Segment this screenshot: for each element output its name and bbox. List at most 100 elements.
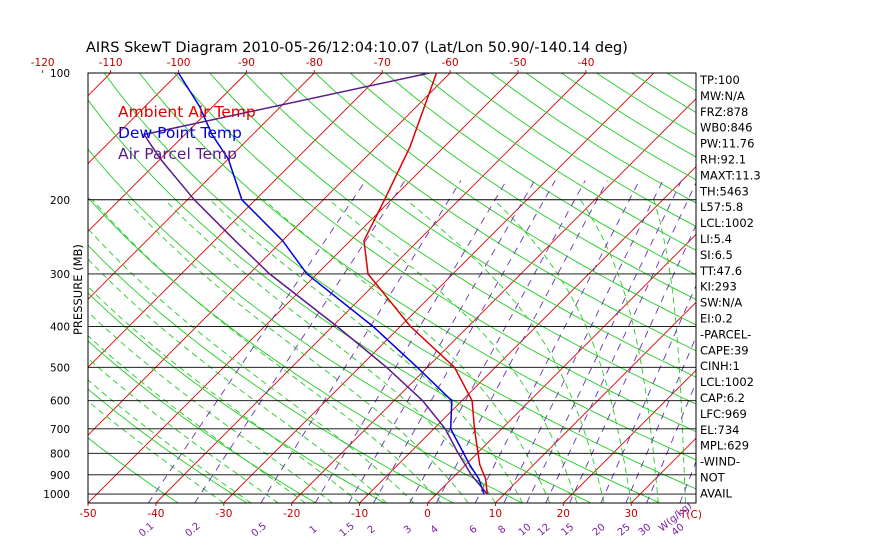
isotherm-line xyxy=(427,233,696,503)
isotherm-line xyxy=(767,73,870,503)
temperature-unit-label: T(C) xyxy=(679,509,702,521)
bottom-tick-label: 10 xyxy=(489,508,502,520)
dry-adiabat-line xyxy=(525,73,696,181)
dry-adiabat-line xyxy=(88,340,317,503)
moist-adiabat-line xyxy=(88,379,252,503)
mixing-ratio-tick-label: 0.2 xyxy=(183,521,202,540)
mixing-ratio-tick-label: 30 xyxy=(637,522,654,539)
sounding-index: CAPE:39 xyxy=(700,343,749,357)
pressure-tick-label: 100 xyxy=(50,68,70,80)
dry-adiabat-line xyxy=(279,73,696,352)
mixing-ratio-line xyxy=(409,180,586,503)
mixing-ratio-ticks: 0.1 0.2 0.5 1 1.5 2 3 4 6 8 10 12 15 20 25 30 40 xyxy=(137,521,687,540)
sounding-index: MW:N/A xyxy=(700,89,745,103)
isotherm-line xyxy=(88,73,247,233)
pressure-tick-label: 200 xyxy=(50,195,70,207)
mixing-ratio-line xyxy=(526,180,682,503)
top-tick-label: -60 xyxy=(442,57,459,69)
sounding-index: WB0:846 xyxy=(700,121,752,135)
top-tick-label: -50 xyxy=(509,57,526,69)
sounding-index: EI:0.2 xyxy=(700,312,733,326)
sounding-index: MAXT:11.3 xyxy=(700,168,761,182)
isotherm-line xyxy=(88,73,315,300)
mixing-ratio-grid xyxy=(147,180,696,503)
isotherm-line xyxy=(88,73,451,436)
isotherm-line xyxy=(155,73,587,503)
mixing-ratio-tick-label: 6 xyxy=(468,524,480,537)
plot-frame xyxy=(87,72,697,504)
dry-adiabat-line xyxy=(103,73,696,490)
mixing-ratio-line xyxy=(474,180,640,503)
mixing-ratio-tick-label: 15 xyxy=(559,522,576,539)
mixing-ratio-tick-label: 20 xyxy=(591,522,608,539)
dry-adiabat-line xyxy=(88,99,661,503)
mixing-ratio-line xyxy=(600,284,696,503)
series-line xyxy=(363,73,489,495)
sounding-index: NOT xyxy=(700,471,726,485)
isotherm-line xyxy=(88,73,519,503)
chart-title: AIRS SkewT Diagram 2010-05-26/12:04:10.0… xyxy=(86,40,628,56)
moist-adiabat-line xyxy=(88,228,415,503)
moist-adiabat-line xyxy=(125,199,469,503)
bottom-tick-label: 30 xyxy=(625,508,638,520)
mixing-ratio-tick-label: 10 xyxy=(517,522,534,539)
sounding-index: FRZ:878 xyxy=(700,105,748,119)
mixing-ratio-tick-label: 0.1 xyxy=(137,521,156,540)
pressure-tick-label: 400 xyxy=(50,322,70,334)
dry-adiabat-line xyxy=(314,73,696,326)
dry-adiabat-line xyxy=(385,73,696,276)
isotherm-grid xyxy=(0,73,870,503)
bottom-tick-label: 20 xyxy=(557,508,570,520)
mixing-ratio-tick-label: 3 xyxy=(402,524,414,537)
mixing-ratio-tick-label: 8 xyxy=(496,524,508,537)
pressure-tick-label: 900 xyxy=(50,470,70,482)
sounding-index: LCL:1002 xyxy=(700,375,754,389)
moist-adiabat-line xyxy=(580,199,659,503)
legend: Ambient Air Temp Dew Point Temp Air Parcel… xyxy=(118,103,256,163)
legend-entry: Dew Point Temp xyxy=(118,124,242,142)
sounding-index: LFC:969 xyxy=(700,407,747,421)
series-line xyxy=(142,73,488,495)
mixing-ratio-tick-label: 4 xyxy=(429,524,441,537)
mixing-ratio-tick-label: 0.5 xyxy=(250,521,269,540)
sounding-index: SI:6.5 xyxy=(700,248,733,262)
pressure-ticks: 100 200 300 400 500 600 700 800 900 1000 xyxy=(43,68,70,501)
moist-adiabat-grid xyxy=(88,199,686,503)
pressure-tick-label: 500 xyxy=(50,362,70,374)
sounding-index: TH:5463 xyxy=(699,184,749,198)
dry-adiabat-line xyxy=(88,196,523,503)
top-tick-label: -120 xyxy=(31,57,55,69)
isotherm-line xyxy=(88,73,383,368)
moist-adiabat-line xyxy=(92,199,442,503)
moist-adiabat-line xyxy=(653,199,686,503)
dry-adiabat-line xyxy=(88,388,248,503)
sounding-indices: TP:100 MW:N/A FRZ:878 WB0:846 PW:11.76 RH:92.… xyxy=(699,73,761,500)
legend-entry: Ambient Air Temp xyxy=(118,103,256,121)
top-tick-label: -80 xyxy=(306,57,323,69)
sounding-index: TP:100 xyxy=(699,73,740,87)
top-tick-label: -40 xyxy=(577,57,594,69)
sounding-index: -WIND- xyxy=(700,455,740,469)
sounding-index: CINH:1 xyxy=(700,359,740,373)
pressure-tick-label: 600 xyxy=(50,396,70,408)
dry-adiabat-line xyxy=(737,73,870,503)
isotherm-line xyxy=(88,73,179,165)
sounding-index: LI:5.4 xyxy=(700,232,732,246)
isotherm-line xyxy=(0,73,43,503)
isotherm-line xyxy=(495,301,696,503)
top-tick-label: -110 xyxy=(99,57,123,69)
top-tick-label: -90 xyxy=(238,57,255,69)
mixing-ratio-line xyxy=(373,180,556,503)
top-tick-label: -100 xyxy=(167,57,191,69)
legend-entry: Air Parcel Temp xyxy=(118,145,237,163)
mixing-ratio-tick-label: 25 xyxy=(616,522,633,539)
sounding-index: RH:92.1 xyxy=(700,153,746,167)
moist-adiabat-line xyxy=(493,199,632,503)
bottom-tick-label: -50 xyxy=(79,508,96,520)
mixing-ratio-tick-label: 1.5 xyxy=(338,521,357,540)
mixing-ratio-line xyxy=(348,180,535,503)
moist-adiabat-line xyxy=(88,258,388,503)
top-temperature-ticks: -120 -110 -100 -90 -80 -70 -60 -50 -40 xyxy=(31,57,594,73)
mixing-ratio-line xyxy=(646,381,696,503)
